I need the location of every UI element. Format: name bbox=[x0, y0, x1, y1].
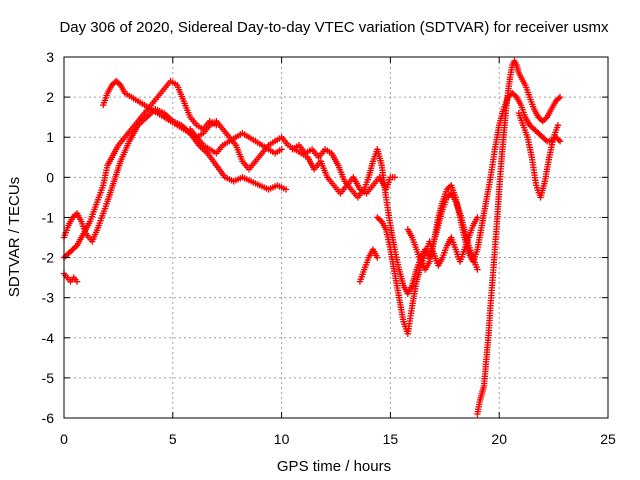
y-tick-label: -2 bbox=[42, 250, 55, 266]
x-tick-labels: 0 5 10 15 20 25 bbox=[60, 431, 616, 447]
x-axis-label: GPS time / hours bbox=[277, 458, 391, 475]
y-tick-label: 0 bbox=[46, 169, 54, 185]
series-track-j bbox=[474, 57, 564, 418]
data-series bbox=[60, 57, 564, 418]
data-point bbox=[474, 214, 481, 221]
plot-frame bbox=[63, 56, 609, 419]
x-tick-label: 5 bbox=[169, 431, 177, 447]
axis-ticks bbox=[63, 56, 609, 419]
y-tick-label: -1 bbox=[42, 209, 55, 225]
series-track-d bbox=[100, 77, 285, 157]
x-tick-label: 15 bbox=[383, 431, 399, 447]
y-axis-label: SDTVAR / TECUs bbox=[6, 177, 23, 297]
series-track-g bbox=[356, 246, 381, 285]
y-tick-label: 1 bbox=[46, 129, 54, 145]
y-tick-label: -6 bbox=[42, 410, 55, 426]
data-point bbox=[554, 122, 562, 129]
data-point bbox=[278, 146, 285, 153]
x-tick-label: 10 bbox=[274, 431, 290, 447]
data-point bbox=[556, 138, 564, 145]
data-point bbox=[556, 93, 564, 101]
data-point bbox=[512, 92, 519, 99]
x-tick-label: 25 bbox=[600, 431, 616, 447]
chart-title: Day 306 of 2020, Sidereal Day-to-day VTE… bbox=[59, 19, 609, 36]
y-tick-label: -4 bbox=[42, 330, 55, 346]
y-tick-labels: 3 2 1 0 -1 -2 -3 -4 -5 -6 bbox=[42, 49, 55, 426]
data-point bbox=[474, 266, 481, 273]
series-track-a bbox=[60, 105, 290, 245]
y-tick-label: -5 bbox=[42, 370, 55, 386]
series-track-k bbox=[515, 110, 562, 201]
data-point bbox=[391, 174, 398, 181]
data-point bbox=[374, 254, 381, 261]
x-tick-label: 0 bbox=[60, 431, 68, 447]
y-tick-label: 3 bbox=[46, 49, 54, 65]
y-tick-label: 2 bbox=[46, 89, 54, 105]
data-point bbox=[555, 95, 562, 102]
data-point bbox=[555, 136, 562, 144]
y-tick-label: -3 bbox=[42, 290, 55, 306]
data-point bbox=[282, 186, 290, 193]
data-point bbox=[73, 278, 81, 285]
x-tick-label: 20 bbox=[491, 431, 507, 447]
